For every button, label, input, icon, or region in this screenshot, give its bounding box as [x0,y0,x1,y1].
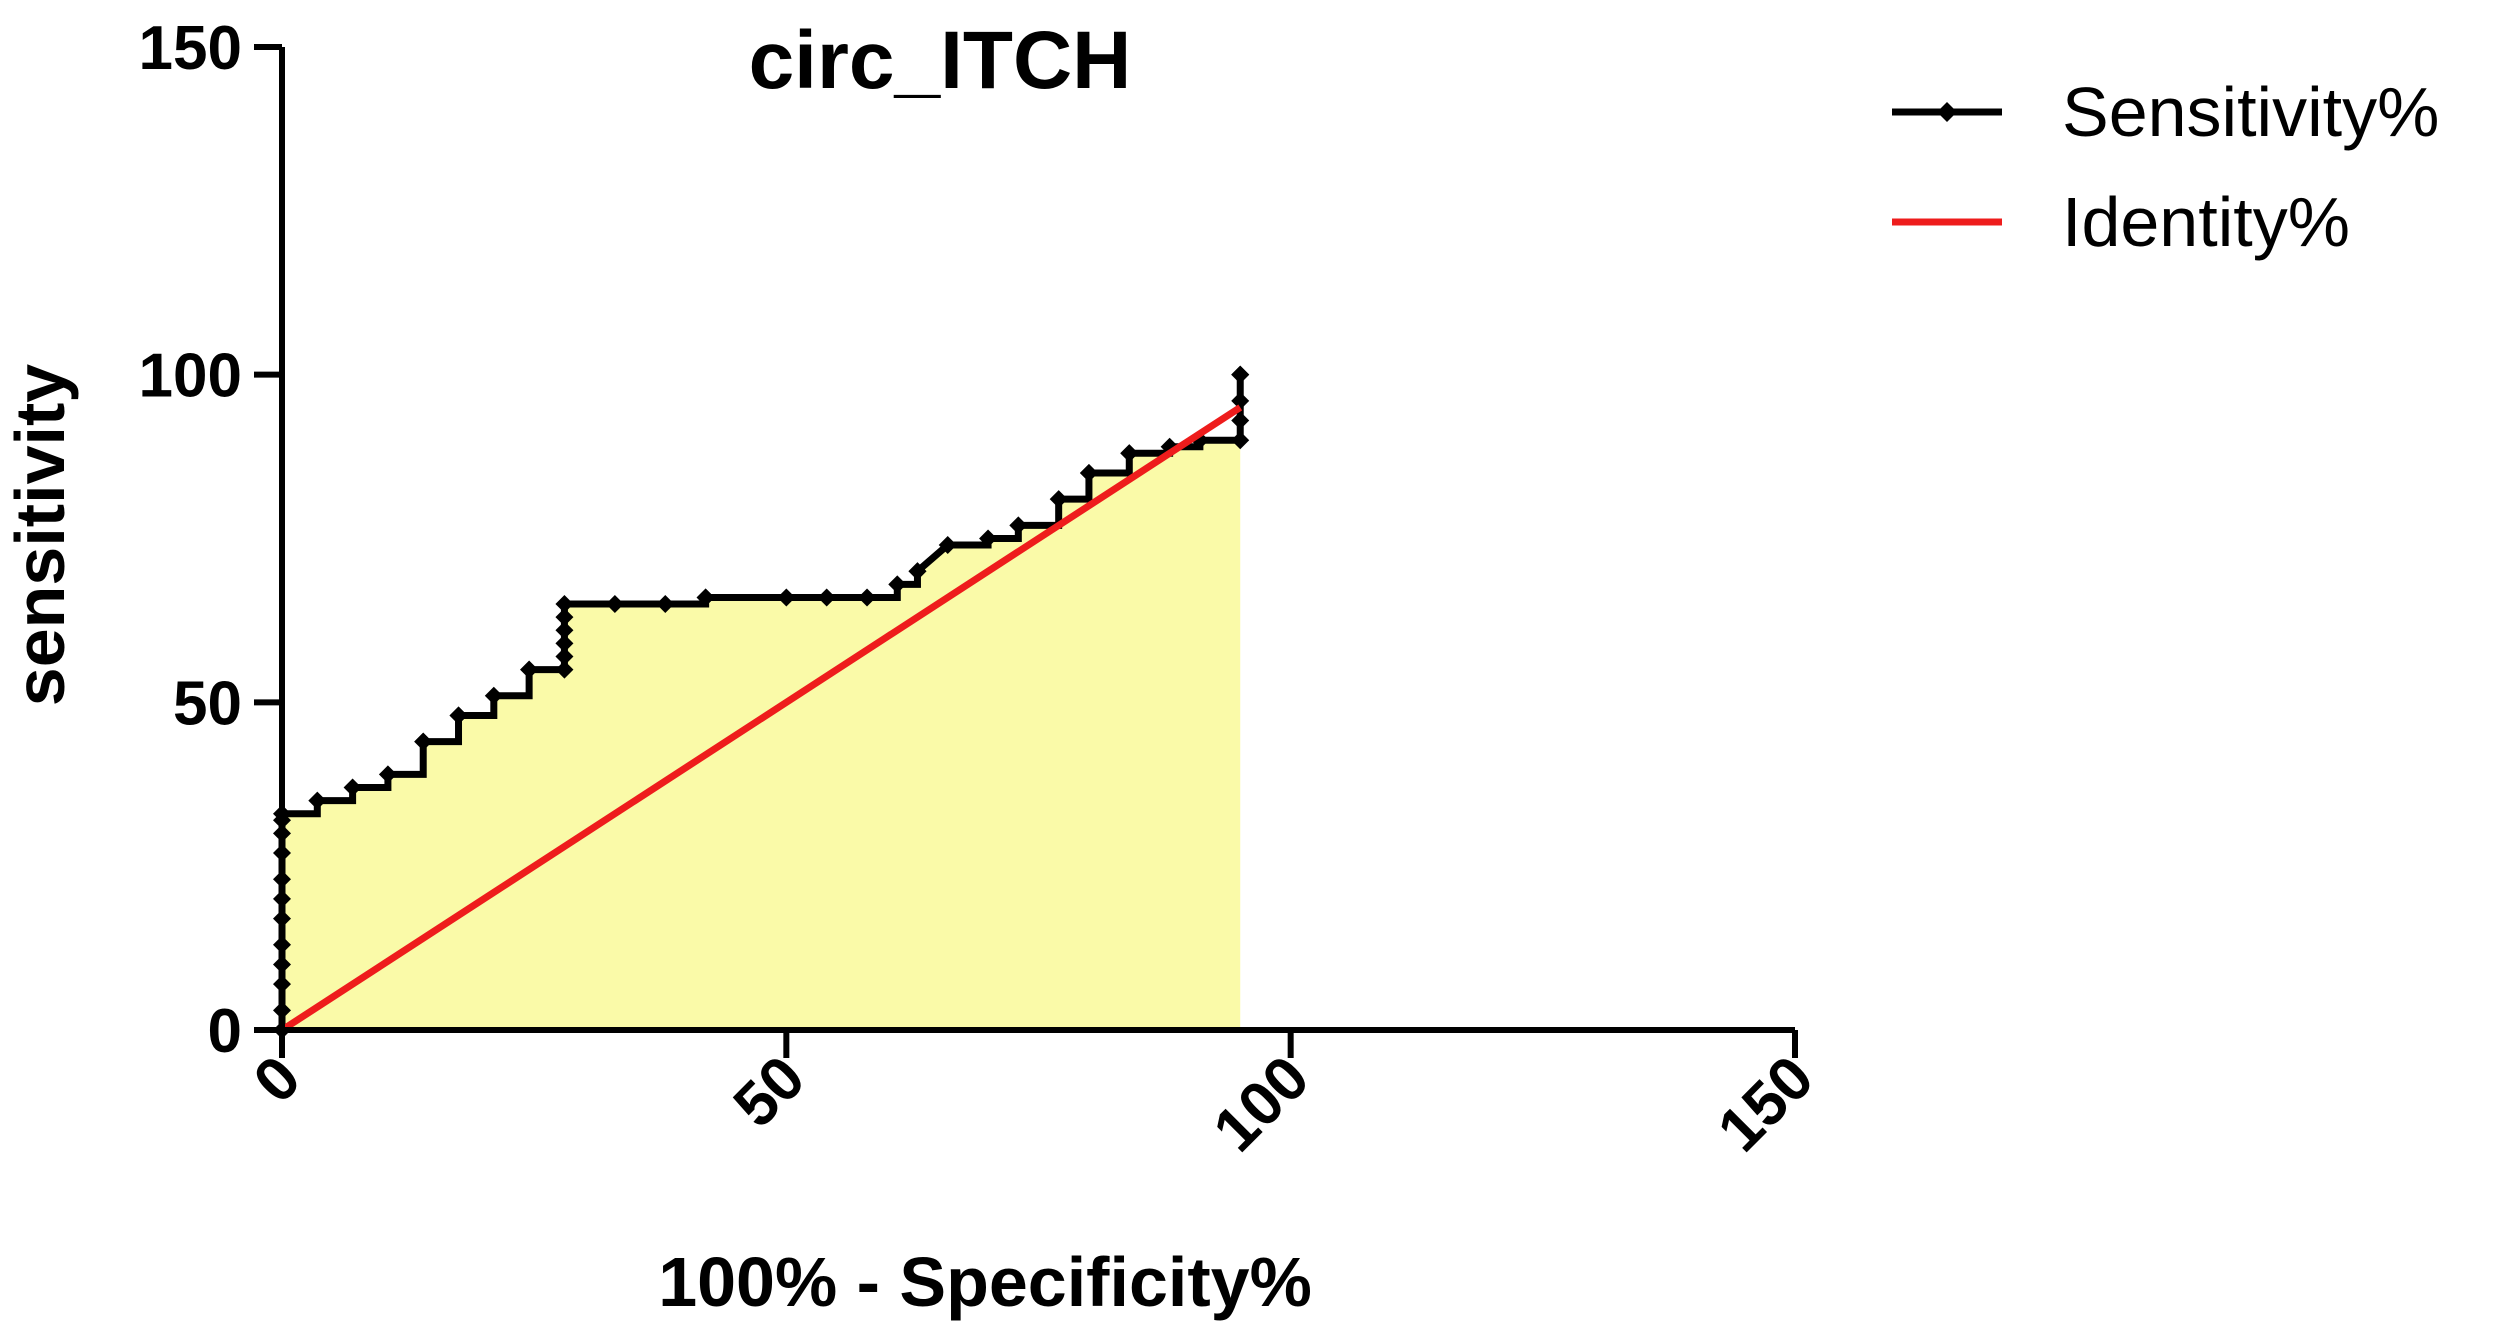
sensitivity-marker [1079,463,1098,482]
legend-label: Identity% [2062,183,2350,261]
legend: Sensitivity% Identity% [1892,73,2439,261]
sensitivity-marker [1049,490,1068,509]
sensitivity-marker [555,595,574,614]
sensitivity-marker [1231,431,1250,450]
sensitivity-marker [858,588,877,607]
sensitivity-marker [308,791,327,810]
sensitivity-marker [414,732,433,751]
y-tick-label: 150 [139,14,242,83]
sensitivity-marker [888,575,907,594]
sensitivity-marker [1120,444,1139,463]
sensitivity-marker [449,706,468,725]
sensitivity-marker [1231,365,1250,384]
sensitivity-marker [378,765,397,784]
sensitivity-marker [605,595,624,614]
sensitivity-marker [777,588,796,607]
x-tick-label: 100 [1201,1043,1323,1165]
sensitivity-marker [1231,391,1250,410]
x-tick-label: 0 [241,1043,314,1116]
sensitivity-marker [555,621,574,640]
x-tick-label: 150 [1705,1043,1827,1165]
sensitivity-marker [656,595,675,614]
sensitivity-marker [1009,516,1028,535]
sensitivity-marker [817,588,836,607]
sensitivity-marker [979,529,998,548]
y-tick-label: 0 [208,997,242,1066]
sensitivity-marker [696,588,715,607]
y-tick-label: 100 [139,342,242,411]
sensitivity-marker [555,634,574,653]
x-axis-label: 100% - Specificity% [658,1243,1312,1321]
sensitivity-marker [1231,411,1250,430]
legend-label: Sensitivity% [2062,73,2439,151]
sensitivity-marker [938,536,957,555]
sensitivity-marker [520,660,539,679]
sensitivity-marker [908,562,927,581]
y-axis-label: sensitivity [1,364,79,706]
sensitivity-marker [343,778,362,797]
sensitivity-marker [555,608,574,627]
legend-marker [1937,102,1957,122]
identity-line [280,404,1243,1033]
sensitivity-marker [484,686,503,705]
x-tick-label: 50 [721,1043,819,1141]
sensitivity-marker [555,647,574,666]
y-tick-label: 50 [173,669,242,738]
sensitivity-marker [555,660,574,679]
chart-title: circ_ITCH [749,15,1132,106]
